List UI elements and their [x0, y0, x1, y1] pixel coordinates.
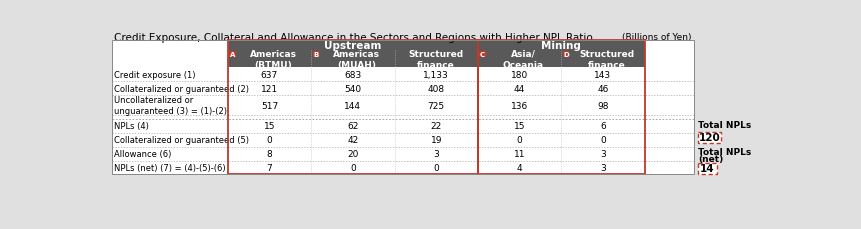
Text: 0: 0 [267, 136, 272, 145]
Bar [478, 41, 645, 175]
Text: (Billions of Yen): (Billions of Yen) [623, 33, 692, 42]
Text: 143: 143 [594, 71, 611, 79]
Text: Total NPLs: Total NPLs [698, 120, 752, 129]
Bar [698, 133, 722, 143]
Bar [311, 50, 394, 68]
Text: Collateralized or guaranteed (5): Collateralized or guaranteed (5) [114, 136, 249, 145]
Text: Mining: Mining [542, 41, 581, 50]
Text: 0: 0 [517, 136, 523, 145]
Text: 725: 725 [428, 101, 445, 110]
Text: 408: 408 [428, 84, 445, 93]
Text: 517: 517 [261, 101, 278, 110]
Text: 180: 180 [511, 71, 529, 79]
Bar [229, 52, 236, 58]
Bar [394, 50, 478, 68]
Text: 15: 15 [263, 122, 276, 131]
Text: Structured
finance: Structured finance [579, 49, 635, 69]
Text: 6: 6 [600, 122, 606, 131]
Text: 62: 62 [347, 122, 358, 131]
Text: 540: 540 [344, 84, 362, 93]
Text: Americas
(BTMU): Americas (BTMU) [250, 49, 297, 69]
Text: 8: 8 [267, 150, 272, 158]
Bar [478, 50, 561, 68]
Text: Credit Exposure, Collateral and Allowance in the Sectors and Regions with Higher: Credit Exposure, Collateral and Allowanc… [114, 33, 592, 43]
Text: 98: 98 [598, 101, 609, 110]
Text: Upstream: Upstream [324, 41, 381, 50]
Text: B: B [313, 52, 319, 58]
Bar [478, 41, 645, 50]
Text: 19: 19 [430, 136, 442, 145]
Text: C: C [480, 52, 485, 58]
Text: 120: 120 [699, 133, 721, 143]
Text: Structured
finance: Structured finance [409, 49, 464, 69]
Bar [313, 52, 319, 58]
Text: 637: 637 [261, 71, 278, 79]
Text: NPLs (4): NPLs (4) [114, 122, 149, 131]
Text: 3: 3 [600, 150, 606, 158]
Bar [480, 52, 486, 58]
Text: D: D [563, 52, 569, 58]
Bar [563, 52, 569, 58]
Text: 121: 121 [261, 84, 278, 93]
Text: Total NPLs: Total NPLs [698, 148, 752, 157]
Text: Asia/
Oceania: Asia/ Oceania [503, 49, 544, 69]
Text: 42: 42 [347, 136, 358, 145]
Text: (net): (net) [698, 155, 723, 164]
Text: 0: 0 [433, 163, 439, 172]
Text: 22: 22 [430, 122, 442, 131]
Bar [561, 50, 645, 68]
Bar [228, 41, 478, 175]
Text: Collateralized or guaranteed (2): Collateralized or guaranteed (2) [114, 84, 249, 93]
Bar [228, 50, 311, 68]
Text: 136: 136 [511, 101, 529, 110]
Text: 14: 14 [700, 164, 715, 174]
Text: NPLs (net) (7) = (4)-(5)-(6): NPLs (net) (7) = (4)-(5)-(6) [114, 163, 226, 172]
Text: 7: 7 [267, 163, 272, 172]
Bar [112, 41, 693, 175]
Text: 15: 15 [514, 122, 525, 131]
Text: 11: 11 [514, 150, 525, 158]
Text: 1,133: 1,133 [424, 71, 449, 79]
Text: Uncollateralized or
unguaranteed (3) = (1)-(2): Uncollateralized or unguaranteed (3) = (… [114, 96, 226, 115]
Text: 3: 3 [433, 150, 439, 158]
Text: 683: 683 [344, 71, 362, 79]
Text: Allowance (6): Allowance (6) [114, 150, 171, 158]
Text: 0: 0 [600, 136, 606, 145]
Text: 3: 3 [600, 163, 606, 172]
Text: 144: 144 [344, 101, 362, 110]
Text: A: A [230, 52, 235, 58]
Text: 44: 44 [514, 84, 525, 93]
Text: 0: 0 [350, 163, 356, 172]
Bar [112, 41, 693, 175]
Bar [698, 163, 716, 174]
Text: Credit exposure (1): Credit exposure (1) [114, 71, 195, 79]
Text: 20: 20 [347, 150, 358, 158]
Text: 4: 4 [517, 163, 523, 172]
Text: 46: 46 [598, 84, 609, 93]
Text: Americas
(MUAH): Americas (MUAH) [333, 49, 381, 69]
Bar [228, 41, 478, 50]
